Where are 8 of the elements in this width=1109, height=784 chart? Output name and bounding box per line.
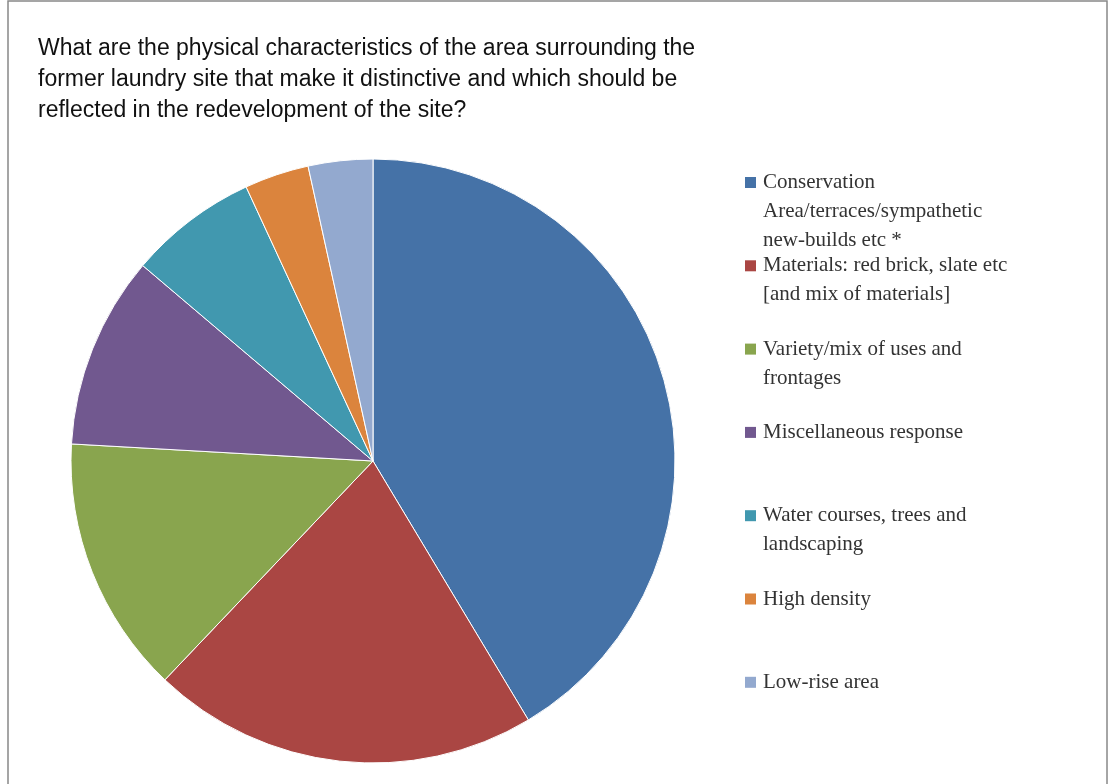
legend-label: Miscellaneous response	[763, 418, 964, 443]
legend-label: High density	[763, 585, 872, 610]
legend-label: Low-rise area	[763, 668, 880, 693]
legend-label: Water courses, trees and landscaping	[763, 502, 968, 556]
legend-label: Variety/mix of uses and frontages	[763, 335, 963, 389]
legend-label: Conservation Area/terraces/sympathetic new-builds etc *	[763, 169, 983, 251]
chart-title: What are the physical characteristics of the area surrounding the former laundry site that make it distinctive and which should be reflected in the redevelopment of the site?	[38, 34, 696, 122]
legend-label: Materials: red brick, slate etc [and mix of materials]	[763, 252, 1008, 306]
